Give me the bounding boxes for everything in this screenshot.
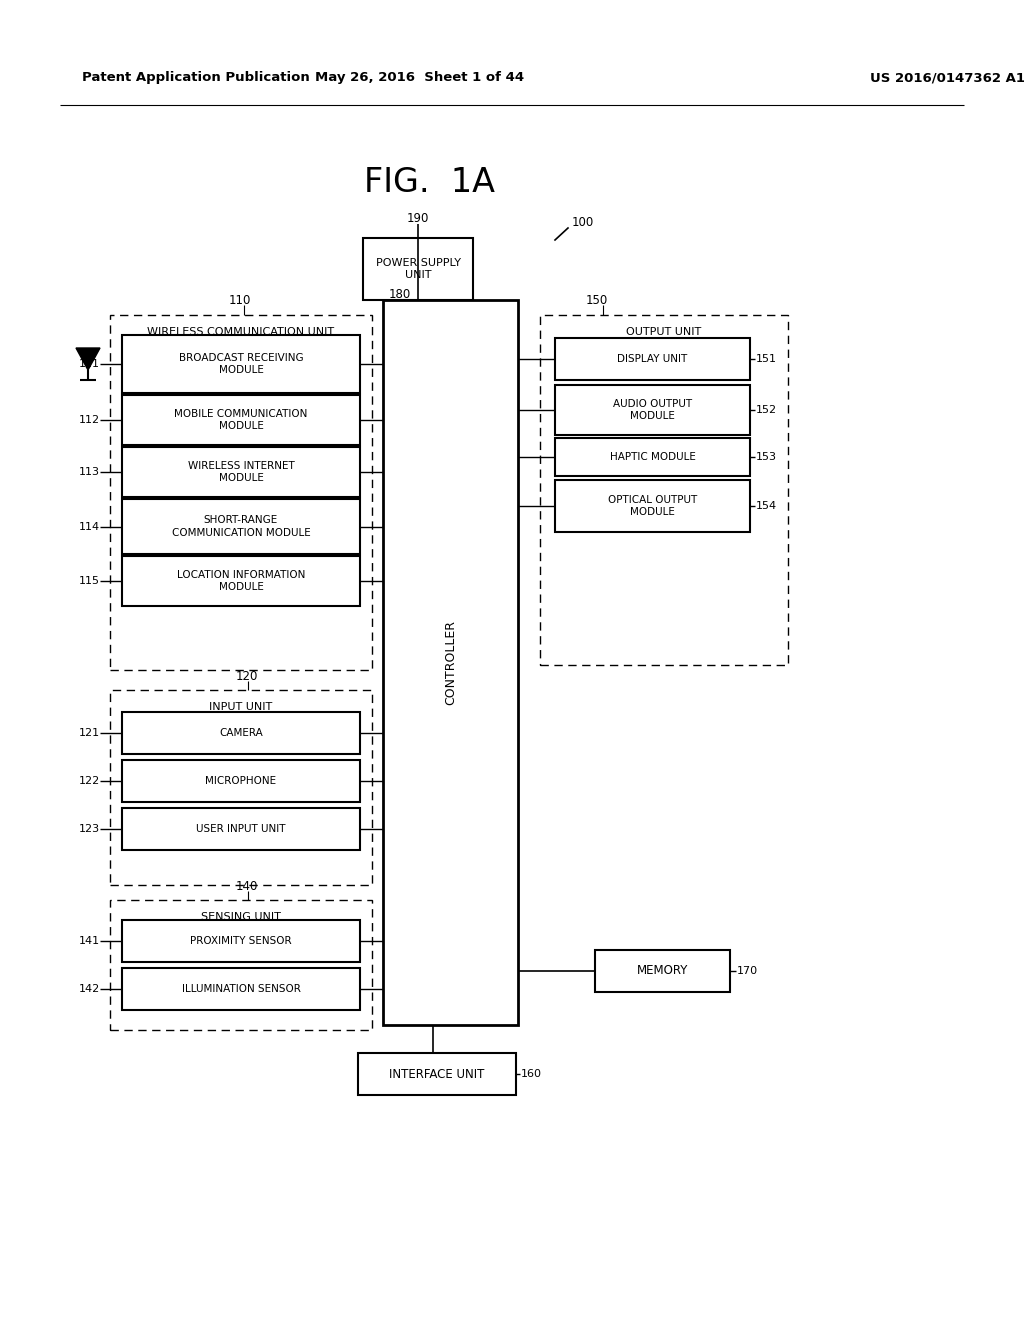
Text: OUTPUT UNIT: OUTPUT UNIT — [627, 327, 701, 337]
Text: INTERFACE UNIT: INTERFACE UNIT — [389, 1068, 484, 1081]
Text: 154: 154 — [756, 502, 777, 511]
Text: POWER SUPPLY
UNIT: POWER SUPPLY UNIT — [376, 257, 461, 280]
Text: INPUT UNIT: INPUT UNIT — [209, 702, 272, 711]
Text: SENSING UNIT: SENSING UNIT — [201, 912, 281, 921]
Text: OPTICAL OUTPUT
MODULE: OPTICAL OUTPUT MODULE — [608, 495, 697, 517]
Bar — [555, 438, 750, 477]
Text: May 26, 2016  Sheet 1 of 44: May 26, 2016 Sheet 1 of 44 — [315, 71, 524, 84]
Bar — [122, 760, 360, 803]
Text: 151: 151 — [756, 354, 777, 364]
Bar — [110, 315, 372, 671]
Text: MICROPHONE: MICROPHONE — [206, 776, 276, 785]
Text: 152: 152 — [756, 405, 777, 414]
Text: 110: 110 — [228, 293, 251, 306]
Text: DISPLAY UNIT: DISPLAY UNIT — [617, 354, 688, 364]
Bar — [122, 447, 360, 498]
Text: 141: 141 — [79, 936, 100, 946]
Text: WIRELESS COMMUNICATION UNIT: WIRELESS COMMUNICATION UNIT — [147, 327, 335, 337]
Text: 113: 113 — [79, 467, 100, 477]
Text: 190: 190 — [407, 211, 429, 224]
Text: 120: 120 — [236, 669, 258, 682]
Text: 111: 111 — [79, 359, 100, 370]
Text: 121: 121 — [79, 729, 100, 738]
Text: 150: 150 — [586, 293, 608, 306]
Text: 112: 112 — [79, 414, 100, 425]
Bar — [122, 335, 360, 393]
Bar — [110, 900, 372, 1030]
Text: 123: 123 — [79, 824, 100, 834]
Text: MOBILE COMMUNICATION
MODULE: MOBILE COMMUNICATION MODULE — [174, 409, 307, 432]
Bar — [110, 690, 372, 884]
Text: 180: 180 — [389, 289, 411, 301]
Text: LOCATION INFORMATION
MODULE: LOCATION INFORMATION MODULE — [177, 570, 305, 593]
Text: 122: 122 — [79, 776, 100, 785]
Bar — [362, 238, 473, 300]
Polygon shape — [76, 348, 100, 370]
Text: USER INPUT UNIT: USER INPUT UNIT — [197, 824, 286, 834]
Text: CONTROLLER: CONTROLLER — [444, 620, 457, 705]
Text: SHORT-RANGE
COMMUNICATION MODULE: SHORT-RANGE COMMUNICATION MODULE — [172, 515, 310, 537]
Bar — [555, 385, 750, 436]
Text: 170: 170 — [737, 966, 758, 975]
Bar — [122, 808, 360, 850]
Text: MEMORY: MEMORY — [637, 965, 688, 978]
Text: Patent Application Publication: Patent Application Publication — [82, 71, 309, 84]
Text: 160: 160 — [521, 1069, 542, 1078]
Bar — [595, 950, 730, 993]
Bar — [555, 338, 750, 380]
Bar — [122, 499, 360, 554]
Text: 114: 114 — [79, 521, 100, 532]
Bar — [122, 556, 360, 606]
Bar — [122, 920, 360, 962]
Text: BROADCAST RECEIVING
MODULE: BROADCAST RECEIVING MODULE — [178, 352, 303, 375]
Bar — [540, 315, 788, 665]
Text: 115: 115 — [79, 576, 100, 586]
Text: 100: 100 — [572, 215, 594, 228]
Text: HAPTIC MODULE: HAPTIC MODULE — [609, 451, 695, 462]
Text: US 2016/0147362 A1: US 2016/0147362 A1 — [870, 71, 1024, 84]
Text: FIG.  1A: FIG. 1A — [365, 165, 496, 198]
Text: 142: 142 — [79, 983, 100, 994]
Text: PROXIMITY SENSOR: PROXIMITY SENSOR — [190, 936, 292, 946]
Bar — [122, 395, 360, 445]
Text: ILLUMINATION SENSOR: ILLUMINATION SENSOR — [181, 983, 300, 994]
Text: CAMERA: CAMERA — [219, 729, 263, 738]
Text: 140: 140 — [236, 879, 258, 892]
Bar — [358, 1053, 516, 1096]
Text: 153: 153 — [756, 451, 777, 462]
Bar — [122, 711, 360, 754]
Bar — [555, 480, 750, 532]
Bar — [122, 968, 360, 1010]
Bar — [383, 300, 518, 1026]
Text: AUDIO OUTPUT
MODULE: AUDIO OUTPUT MODULE — [613, 399, 692, 421]
Text: WIRELESS INTERNET
MODULE: WIRELESS INTERNET MODULE — [187, 461, 294, 483]
